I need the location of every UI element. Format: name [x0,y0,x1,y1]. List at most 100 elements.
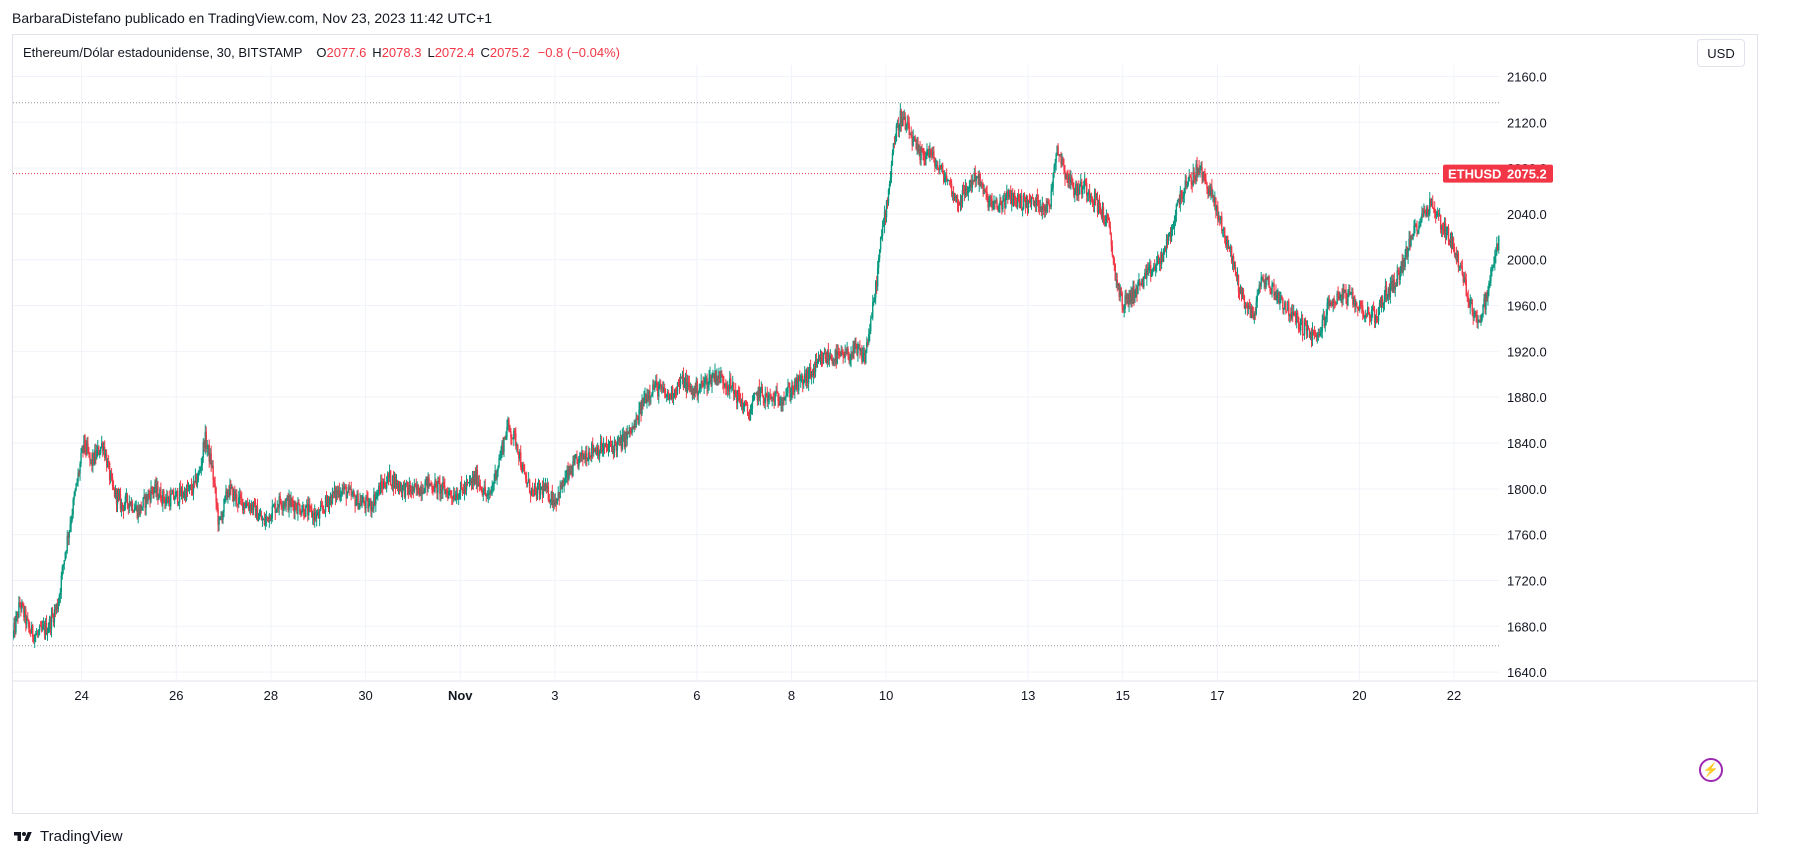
flash-icon[interactable]: ⚡ [1699,758,1723,782]
candle-body [246,503,249,506]
candle-body [1255,301,1257,315]
footer-brand[interactable]: TradingView [12,828,123,845]
candle-body [512,438,514,440]
candle-body [256,505,259,522]
candle-body [465,481,468,490]
candle-body [509,425,511,432]
candle-body [639,403,641,410]
candle-body [88,451,90,453]
candle-body [536,486,539,499]
candle-body [1123,308,1125,310]
price-tick-label: 1960.0 [1507,299,1547,314]
candle-body [568,466,570,479]
candle-body [768,395,770,397]
candle-body [699,387,701,389]
candle-body [615,444,618,451]
candle-body [1130,292,1132,303]
candle-body [101,443,103,447]
candle-body [601,450,604,452]
candle-body [1498,235,1500,251]
candle-body [413,484,415,492]
candle-body [1481,315,1483,321]
candle-body [1459,265,1462,267]
candle-body [885,200,888,218]
candle-body [1034,201,1037,206]
candle-body [1167,235,1170,241]
candle-body [175,490,178,493]
symbol-description[interactable]: Ethereum/Dólar estadounidense, 30, BITST… [23,45,303,60]
candle-body [922,152,924,156]
candle-body [1086,194,1089,196]
candle-body [1357,307,1359,310]
candle-body [1348,291,1350,297]
candle-body [31,625,33,634]
candle-body [70,520,72,525]
price-tick-label: 1760.0 [1507,528,1547,543]
candlestick-chart[interactable]: 1640.01680.01720.01760.01800.01840.01880… [13,35,1758,814]
candle-body [1419,222,1421,226]
candle-body [631,426,633,433]
candle-body [1089,196,1092,199]
candle-body [1247,305,1250,309]
candle-body [503,437,505,453]
candle-body [488,493,490,495]
candle-body [482,493,484,495]
candle-body [405,481,408,484]
candle-body [788,386,790,388]
candle-body [266,516,269,518]
candle-body [761,386,764,396]
candle-body [167,497,169,503]
candle-body [1083,187,1085,189]
candle-body [682,374,685,388]
candle-body [94,450,96,464]
candle-body [920,148,922,161]
candle-body [620,436,623,450]
candle-body [591,443,593,458]
candle-body [459,482,462,494]
candle-body [586,453,588,461]
candle-body [99,452,101,455]
candle-body [813,367,816,372]
candle-body [1359,300,1361,310]
candle-body [1292,311,1294,315]
candle-body [354,495,356,507]
candle-body [1041,203,1044,212]
candle-body [569,466,571,473]
candle-body [1436,213,1439,215]
candle-body [366,497,368,499]
candle-body [1330,302,1332,304]
candle-body [666,392,669,395]
candle-body [1278,293,1280,303]
candle-body [87,443,89,452]
candle-body [109,473,112,480]
candle-body [1365,315,1367,317]
candle-body [1299,318,1302,331]
candle-body [804,373,806,381]
candle-body [680,377,683,379]
candle-body [905,124,907,130]
candle-body [1464,277,1466,280]
candle-body [717,376,719,379]
chart-pane[interactable]: 1640.0 1680.0 1720.0 1760.0 1800.0 1840.0 1880… [12,34,1758,814]
candle-body [514,430,516,434]
candle-body [1275,292,1277,300]
candle-body [1156,256,1159,265]
candle-body [733,382,735,394]
candle-body [969,180,972,186]
candle-body [234,490,236,499]
candle-body [387,474,390,478]
candle-body [452,497,454,500]
currency-button[interactable]: USD [1697,39,1745,67]
candle-body [349,488,351,490]
candle-body [1276,296,1278,300]
open-value: 2077.6 [326,45,367,60]
candle-body [839,354,841,357]
candle-body [39,625,42,627]
candle-body [1030,197,1033,203]
candle-body [412,486,414,492]
candle-body [425,476,427,483]
candle-body [1367,307,1370,314]
candle-body [743,402,746,407]
candle-body [1216,206,1218,212]
candle-body [1077,187,1079,197]
